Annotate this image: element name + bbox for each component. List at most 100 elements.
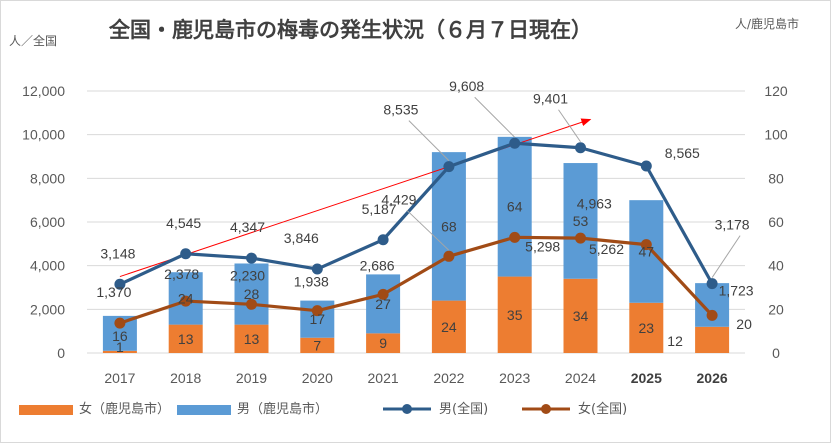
- x-tick-label: 2018: [170, 370, 201, 386]
- left-tick-label: 4,000: [30, 258, 65, 274]
- x-tick-label: 2023: [499, 370, 530, 386]
- bar-label-female: 12: [667, 333, 683, 349]
- bar-label-male: 68: [441, 218, 457, 234]
- line-label-female: 5,262: [589, 241, 624, 257]
- bar-female-kagoshima: [366, 333, 401, 353]
- bar-label-male: 47: [639, 243, 655, 259]
- line-label-male: 3,846: [284, 230, 319, 246]
- bar-label-male: 27: [375, 296, 391, 312]
- lines: [114, 137, 718, 329]
- legend-marker: [541, 404, 551, 414]
- bar-label-male: 20: [736, 316, 752, 332]
- bar-label-male: 24: [178, 290, 194, 306]
- line-label-male: 5,187: [362, 201, 397, 217]
- legend-label: 女(全国): [578, 401, 627, 417]
- bar-label-female: 7: [313, 337, 321, 353]
- bar-label-male: 16: [112, 328, 128, 344]
- line-male-national-point: [640, 160, 652, 172]
- line-female-national-point: [114, 317, 126, 329]
- bar-female-kagoshima: [629, 302, 664, 353]
- line-label-female: 1,370: [96, 284, 131, 300]
- line-label-female: 2,378: [164, 266, 199, 282]
- chart-title: 全国・鹿児島市の梅毒の発生状況（６月７日現在）: [108, 18, 592, 42]
- right-tick-label: 120: [764, 83, 788, 99]
- line-label-female: 2,230: [230, 267, 265, 283]
- leader-line: [474, 96, 516, 138]
- left-tick-label: 10,000: [22, 127, 65, 143]
- line-female-national-point: [509, 231, 521, 243]
- bars: [102, 136, 730, 353]
- left-axis-unit: 人／全国: [9, 33, 57, 48]
- line-male-national-point: [575, 142, 586, 154]
- bar-female-kagoshima: [102, 350, 137, 353]
- line-male-national-point: [509, 137, 521, 149]
- bar-label-female: 13: [178, 331, 194, 347]
- line-label-female: 4,963: [577, 196, 612, 212]
- line-male-national-point: [311, 263, 323, 275]
- left-tick-label: 8,000: [30, 170, 65, 186]
- legend-label: 女（鹿児島市）: [79, 401, 170, 417]
- line-female-national-point: [311, 305, 323, 317]
- bar-female-kagoshima: [695, 326, 730, 353]
- x-tick-label: 2022: [433, 370, 464, 386]
- bar-female-kagoshima: [168, 324, 203, 353]
- right-tick-label: 80: [768, 170, 784, 186]
- bar-label-male: 64: [507, 199, 523, 215]
- x-tick-label: 2024: [565, 370, 596, 386]
- legend-label: 男(全国): [439, 401, 488, 417]
- left-tick-label: 2,000: [30, 301, 65, 317]
- left-tick-label: 12,000: [22, 83, 65, 99]
- line-label-male: 9,401: [533, 91, 568, 107]
- legend-swatch: [177, 405, 231, 415]
- line-female-national-point: [246, 298, 257, 310]
- bar-label-male: 53: [573, 213, 589, 229]
- leader-line: [408, 120, 450, 162]
- bar-label-female: 23: [639, 320, 655, 336]
- bar-female-kagoshima: [497, 276, 532, 353]
- bar-male-kagoshima: [563, 163, 598, 279]
- bar-female-kagoshima: [234, 324, 269, 353]
- leader-line: [558, 109, 581, 143]
- left-y-axis: 0 2,000 4,000 6,000 8,000 10,000 12,000: [22, 83, 65, 361]
- bar-label-male: 28: [244, 286, 260, 302]
- line-label-male: 8,535: [383, 102, 418, 118]
- x-tick-label: 2021: [368, 370, 399, 386]
- line-female-national: [119, 235, 714, 325]
- x-tick-label: 2020: [302, 370, 333, 386]
- line-male-national-point: [443, 161, 455, 173]
- bar-female-kagoshima: [431, 300, 466, 353]
- legend: 女（鹿児島市） 男（鹿児島市） 男(全国) 女(全国): [19, 401, 627, 417]
- left-tick-label: 6,000: [30, 214, 65, 230]
- leader-line: [406, 209, 450, 251]
- line-label-male: 9,608: [449, 78, 484, 94]
- bar-label-male: 17: [310, 311, 326, 327]
- line-label-female: 1,723: [719, 282, 754, 298]
- bar-label-female: 9: [379, 335, 387, 351]
- x-axis: 2017 2018 2019 2020 2021 2022 2023 2024 2025 2026: [104, 370, 728, 386]
- data-labels: 116 13 24 13 28 7 17 9 27 24 68 35 64 34 53 23 47 12 20 3,1…: [96, 78, 753, 355]
- bar-male-kagoshima: [366, 274, 401, 334]
- x-tick-label: 2025: [631, 370, 662, 386]
- bar-male-kagoshima: [629, 200, 664, 303]
- line-female-national-point: [377, 288, 389, 300]
- bar-label-female: 35: [507, 307, 523, 323]
- bar-label-female: 13: [244, 331, 260, 347]
- bar-label-female: 34: [573, 308, 589, 324]
- line-male-national-point: [180, 248, 192, 260]
- line-label-male: 4,347: [230, 219, 265, 235]
- bar-male-kagoshima: [234, 263, 269, 325]
- leader-line: [711, 235, 741, 278]
- right-tick-label: 20: [768, 301, 784, 317]
- right-axis-unit: 人/鹿児島市: [735, 16, 799, 31]
- line-label-male: 3,148: [100, 245, 135, 261]
- line-label-female: 1,938: [294, 274, 329, 290]
- right-y-axis: 0 20 40 60 80 100 120: [764, 83, 788, 361]
- line-female-national-point: [706, 309, 718, 321]
- left-tick-label: 0: [57, 345, 65, 361]
- line-label-male: 4,545: [166, 215, 201, 231]
- bar-label-female: 24: [441, 319, 457, 335]
- line-label-female: 5,298: [525, 238, 560, 254]
- x-tick-label: 2026: [697, 370, 728, 386]
- right-tick-label: 40: [768, 258, 784, 274]
